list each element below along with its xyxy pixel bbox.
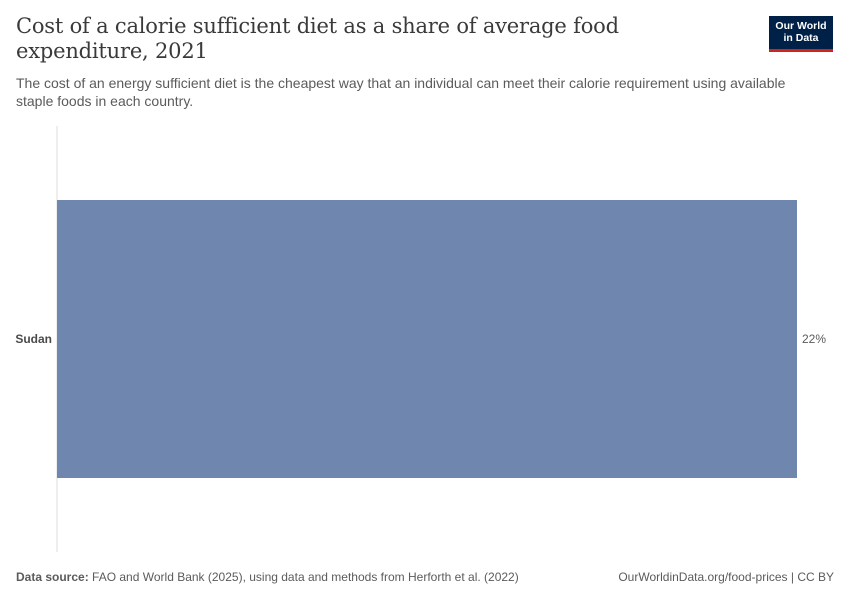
category-label: Sudan	[15, 332, 52, 346]
data-source: Data source: FAO and World Bank (2025), …	[16, 570, 519, 584]
bar-sudan[interactable]	[57, 200, 797, 478]
logo-line-1: Our World	[775, 20, 827, 32]
value-label: 22%	[802, 332, 826, 346]
chart-title: Cost of a calorie sufficient diet as a s…	[16, 14, 619, 64]
data-source-text[interactable]: FAO and World Bank (2025), using data an…	[92, 570, 519, 584]
data-source-label: Data source:	[16, 570, 89, 584]
chart-subtitle: The cost of an energy sufficient diet is…	[16, 75, 786, 110]
logo-line-2: in Data	[783, 32, 819, 45]
footer-link[interactable]: OurWorldinData.org/food-prices | CC BY	[618, 570, 834, 584]
owid-logo[interactable]: Our World in Data	[769, 16, 833, 52]
